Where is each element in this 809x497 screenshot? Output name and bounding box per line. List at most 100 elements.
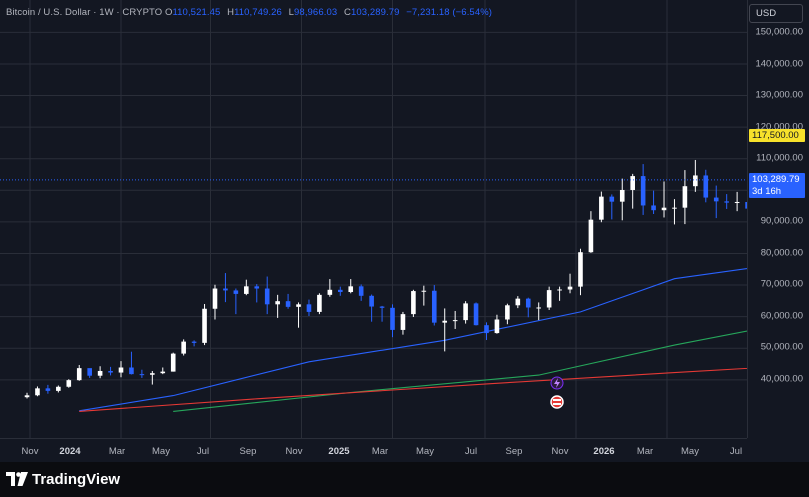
candle-body bbox=[181, 341, 186, 354]
candle-body bbox=[285, 301, 291, 307]
candle-body bbox=[442, 320, 448, 323]
candle-body bbox=[118, 367, 124, 373]
us-flag-icon bbox=[550, 395, 564, 409]
symbol-title[interactable]: Bitcoin / U.S. Dollar · 1W · CRYPTO bbox=[6, 7, 163, 18]
time-tick: Jul bbox=[464, 446, 478, 457]
candle-body bbox=[734, 201, 740, 203]
candle-body bbox=[306, 304, 312, 312]
candle-body bbox=[35, 388, 40, 396]
candle-body bbox=[567, 286, 573, 290]
candle-body bbox=[546, 290, 552, 308]
candle-body bbox=[452, 320, 458, 322]
moving-averages bbox=[79, 268, 747, 412]
candle-body bbox=[578, 252, 583, 287]
low-value: 98,966.03 bbox=[294, 7, 338, 18]
candle-body bbox=[139, 374, 145, 376]
candle-body bbox=[515, 298, 521, 306]
candle-body bbox=[244, 286, 249, 294]
candle-body bbox=[129, 367, 134, 375]
candle-body bbox=[473, 303, 479, 326]
candle-body bbox=[609, 196, 615, 202]
candle-body bbox=[76, 368, 82, 381]
candle-body bbox=[494, 319, 500, 334]
candle-body bbox=[525, 298, 531, 308]
candle-body bbox=[150, 373, 155, 375]
time-tick: Sep bbox=[239, 446, 257, 457]
candle-body bbox=[160, 371, 166, 374]
candle-body bbox=[672, 207, 677, 209]
price-tick: 40,000.00 bbox=[760, 373, 803, 385]
candles bbox=[24, 159, 747, 399]
time-tick: Nov bbox=[551, 446, 569, 457]
candle-body bbox=[87, 368, 92, 376]
chart-window: Bitcoin / U.S. Dollar · 1W · CRYPTO O110… bbox=[0, 0, 809, 462]
candle-body bbox=[619, 189, 625, 202]
candle-body bbox=[212, 288, 218, 309]
time-tick: Mar bbox=[108, 446, 126, 457]
candle-body bbox=[348, 286, 354, 293]
candle-body bbox=[24, 395, 30, 398]
open-value: 110,521.45 bbox=[172, 7, 221, 18]
candle-body bbox=[661, 207, 667, 211]
time-tick: Nov bbox=[285, 446, 303, 457]
time-tick: May bbox=[152, 446, 170, 457]
close-value: 103,289.79 bbox=[350, 7, 400, 18]
time-tick: May bbox=[416, 446, 434, 457]
candle-body bbox=[108, 370, 113, 373]
candle-body bbox=[536, 307, 542, 309]
candle-body bbox=[505, 305, 510, 320]
moving-average-line bbox=[173, 330, 747, 412]
candle-body bbox=[202, 308, 207, 343]
candle-body bbox=[254, 286, 260, 289]
candle-body bbox=[463, 303, 468, 321]
price-tick: 120,000.00 bbox=[755, 121, 803, 133]
candle-body bbox=[703, 175, 709, 198]
price-tick: 80,000.00 bbox=[760, 247, 803, 259]
candle-body bbox=[640, 176, 646, 206]
candle-body bbox=[369, 295, 374, 307]
last-price-label: 103,289.79 3d 16h bbox=[749, 173, 805, 198]
candle-body bbox=[56, 386, 61, 391]
candle-body bbox=[379, 306, 385, 308]
time-tick: Jul bbox=[196, 446, 210, 457]
candle-body bbox=[191, 341, 197, 343]
change-value: −7,231.18 (−6.54%) bbox=[406, 7, 493, 18]
currency-button[interactable]: USD bbox=[749, 4, 803, 23]
candle-body bbox=[275, 301, 280, 305]
time-tick: 2026 bbox=[593, 446, 615, 457]
price-tick: 60,000.00 bbox=[760, 310, 803, 322]
price-tick: 140,000.00 bbox=[755, 58, 803, 70]
alert-price-label[interactable]: 117,500.00 bbox=[749, 129, 805, 142]
candle-body bbox=[693, 175, 698, 187]
time-tick: Sep bbox=[505, 446, 523, 457]
candle-body bbox=[296, 304, 301, 307]
price-chart[interactable] bbox=[0, 0, 747, 438]
candle-body bbox=[557, 289, 562, 291]
candle-body bbox=[421, 290, 427, 292]
candle-body bbox=[170, 353, 176, 372]
candle-body bbox=[713, 197, 719, 202]
candle-body bbox=[411, 291, 416, 315]
time-tick: Mar bbox=[636, 446, 654, 457]
price-tick: 90,000.00 bbox=[760, 215, 803, 227]
footer-bar: TradingView bbox=[0, 462, 809, 497]
price-tick: 150,000.00 bbox=[755, 26, 803, 38]
candle-body bbox=[682, 186, 688, 208]
candle-body bbox=[651, 205, 656, 211]
last-price-value: 103,289.79 bbox=[752, 174, 800, 185]
price-lines bbox=[0, 179, 747, 181]
candle-body bbox=[390, 307, 395, 330]
brand-name: TradingView bbox=[32, 471, 121, 488]
price-axis[interactable] bbox=[747, 0, 809, 438]
price-tick: 130,000.00 bbox=[755, 89, 803, 101]
time-tick: 2025 bbox=[328, 446, 350, 457]
candle-body bbox=[400, 314, 406, 330]
candle-body bbox=[233, 290, 239, 294]
candle-body bbox=[223, 288, 228, 291]
time-axis[interactable] bbox=[0, 438, 747, 462]
price-tick: 110,000.00 bbox=[756, 152, 803, 164]
candle-body bbox=[599, 196, 604, 220]
time-tick: Jul bbox=[729, 446, 743, 457]
candle-body bbox=[745, 201, 747, 209]
time-tick: 2024 bbox=[59, 446, 81, 457]
